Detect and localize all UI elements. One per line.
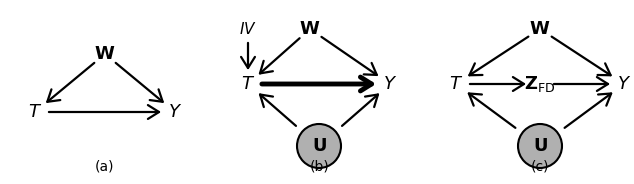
Text: $\mathbf{U}$: $\mathbf{U}$ (533, 137, 547, 155)
Text: (c): (c) (531, 160, 549, 174)
FancyArrowPatch shape (262, 77, 372, 91)
Text: $\mathbf{W}$: $\mathbf{W}$ (299, 20, 321, 38)
Text: (b): (b) (310, 160, 330, 174)
Text: $T$: $T$ (241, 75, 255, 93)
FancyArrowPatch shape (469, 37, 528, 75)
FancyArrowPatch shape (552, 37, 611, 75)
FancyArrowPatch shape (241, 43, 255, 68)
Text: $\mathbf{W}$: $\mathbf{W}$ (94, 45, 115, 63)
Text: $\mathit{IV}$: $\mathit{IV}$ (239, 21, 257, 37)
Text: $\mathbf{Z}_{\mathrm{FD}}$: $\mathbf{Z}_{\mathrm{FD}}$ (524, 74, 556, 94)
FancyArrowPatch shape (115, 63, 163, 102)
Text: $\mathbf{U}$: $\mathbf{U}$ (311, 137, 327, 155)
FancyArrowPatch shape (342, 95, 378, 126)
Text: (a): (a) (95, 160, 115, 174)
Circle shape (297, 124, 341, 168)
FancyArrowPatch shape (470, 77, 524, 91)
Text: $T$: $T$ (28, 103, 42, 121)
FancyArrowPatch shape (260, 95, 296, 126)
FancyArrowPatch shape (321, 37, 377, 75)
FancyArrowPatch shape (554, 77, 608, 91)
Text: $Y$: $Y$ (168, 103, 182, 121)
Text: $Y$: $Y$ (383, 75, 397, 93)
Circle shape (518, 124, 562, 168)
Text: $T$: $T$ (449, 75, 463, 93)
Text: $Y$: $Y$ (617, 75, 631, 93)
FancyArrowPatch shape (260, 38, 300, 73)
FancyArrowPatch shape (565, 93, 611, 128)
FancyArrowPatch shape (469, 93, 515, 128)
FancyArrowPatch shape (48, 63, 94, 102)
FancyArrowPatch shape (49, 105, 159, 119)
Text: $\mathbf{W}$: $\mathbf{W}$ (529, 20, 551, 38)
